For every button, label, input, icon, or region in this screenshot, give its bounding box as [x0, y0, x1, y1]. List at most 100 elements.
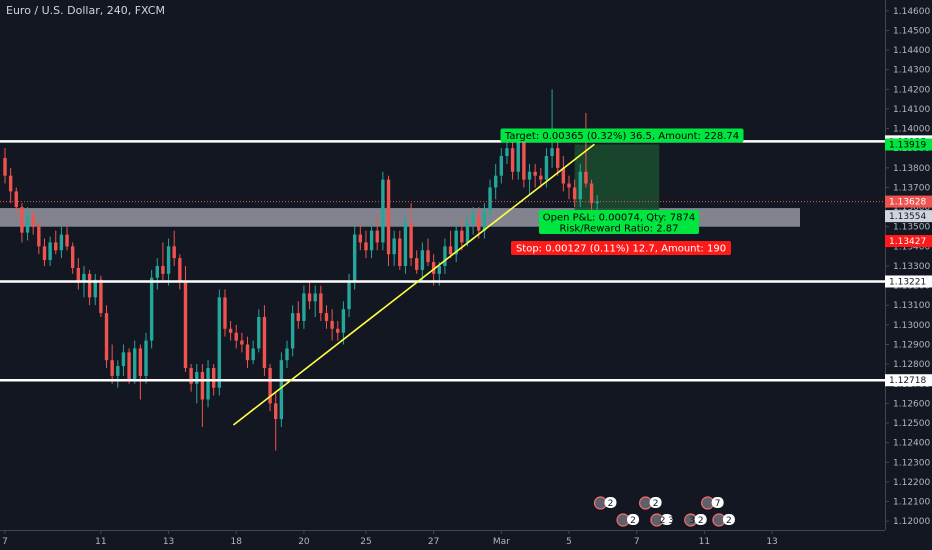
candle-body [240, 340, 244, 345]
level-tag-support-lower-text: 1.12718 [889, 376, 926, 386]
time-tick-label: 13 [163, 537, 174, 547]
stop-price-tag-text: 1.13427 [889, 237, 926, 247]
price-tick-label: 1.12800 [893, 360, 930, 370]
target-price-tag: 1.13919 [885, 138, 932, 151]
time-tick-label: 11 [95, 537, 106, 547]
candle-body [567, 183, 571, 188]
time-tick-label: 25 [360, 537, 371, 547]
candle-body [392, 238, 396, 255]
candles [3, 89, 599, 451]
candle-body [54, 242, 58, 251]
candle-body [274, 403, 278, 420]
candle-body [578, 171, 582, 200]
target-price-tag-bg [885, 138, 932, 151]
target-label: Target: 0.00365 (0.32%) 36.5, Amount: 22… [500, 128, 744, 143]
candle-body [550, 148, 554, 157]
candle-body [172, 246, 176, 259]
time-tick-label: 7 [2, 537, 8, 547]
candle-body [183, 281, 188, 369]
candle-body [42, 246, 47, 261]
event-count-bg [627, 514, 640, 525]
time-tick-label: 27 [428, 537, 439, 547]
position-profit-area [574, 144, 660, 217]
candle-body [178, 258, 182, 282]
time-tick-label: 18 [231, 537, 243, 547]
candle-body [347, 281, 351, 310]
price-axis[interactable]: 1.14600 1.14500 1.14400 1.14300 1.14200 1.141… [885, 0, 932, 550]
price-tick-label: 1.14000 [893, 125, 930, 135]
price-tick-label: 1.12000 [893, 517, 930, 527]
price-tick-label: 1.13100 [893, 301, 930, 311]
event-count-bg [649, 497, 662, 508]
candle-body [493, 175, 498, 188]
candle-body [319, 293, 323, 314]
pnl-label: Open P&L: 0.00074, Qty: 7874Risk/Reward … [539, 210, 699, 235]
price-axis-bg [885, 0, 932, 550]
candle-body [133, 348, 137, 380]
event-marker: 2 [593, 496, 617, 510]
candle-body [138, 348, 143, 376]
candle-body [482, 211, 487, 231]
candle-body [104, 313, 109, 361]
zone-price-tag: 1.13554 [885, 210, 932, 223]
candle-body [589, 183, 594, 204]
price-tick-label: 1.13800 [893, 164, 930, 174]
price-tick-label: 1.12500 [893, 419, 930, 429]
event-count: 3 2 2 [689, 516, 712, 526]
time-axis-bg [0, 530, 932, 550]
candle-body [99, 279, 103, 314]
candle-body [584, 171, 588, 184]
ratio-label-text: Risk/Reward Ratio: 2.87 [559, 224, 678, 235]
event-count-bg [694, 514, 707, 525]
stop-label: Stop: 0.00127 (0.11%) 12.7, Amount: 190 [511, 241, 731, 255]
price-tick-label: 1.12300 [893, 458, 930, 468]
current-price-tag-bg [885, 195, 932, 208]
candle-body [31, 214, 35, 227]
price-tick-label: 1.13500 [893, 223, 930, 233]
candle-body [245, 344, 250, 361]
price-tick-label: 1.13300 [893, 262, 930, 272]
time-tick-label: Mar [493, 537, 510, 547]
candle-body [262, 317, 267, 369]
candle-body [279, 360, 284, 420]
pnl-label-bg [539, 210, 699, 234]
zone-price-tag-text: 1.13554 [889, 212, 926, 222]
event-count-bg [604, 497, 617, 508]
candle-body [211, 368, 216, 388]
candle-body [358, 234, 363, 243]
candle-body [166, 246, 171, 274]
candle-body [510, 148, 515, 172]
candle-body [398, 238, 402, 266]
candle-body [121, 352, 126, 367]
candle-body [460, 230, 464, 243]
candle-body [155, 265, 159, 278]
price-tick-label: 1.14500 [893, 26, 930, 36]
candle-body [516, 140, 520, 172]
price-tick-label: 1.13600 [893, 203, 930, 213]
candle-body [70, 246, 75, 268]
level-tag-support-upper-text: 1.13221 [889, 277, 926, 287]
stop-label-text: Stop: 0.00127 (0.11%) 12.7, Amount: 190 [516, 244, 726, 255]
event-count-bg [711, 497, 724, 508]
candle-body [352, 234, 357, 282]
price-tick-label: 1.14200 [893, 85, 930, 95]
candle-body [285, 348, 289, 361]
price-tick-label: 1.13400 [893, 242, 930, 252]
candle-body [488, 187, 492, 212]
level-tag-support-upper: 1.13221 [885, 275, 932, 288]
time-tick-label: 5 [566, 537, 572, 547]
candle-body [477, 214, 481, 231]
candle-body [381, 179, 385, 243]
target-price-tag-text: 1.13919 [889, 140, 926, 150]
candle-body [161, 265, 165, 274]
candle-body [127, 352, 131, 380]
time-axis[interactable]: 7 11 13 18 20 25 27 Mar 5 7 11 13 [0, 530, 932, 550]
candle-body [65, 234, 69, 247]
price-tick-label: 1.12900 [893, 341, 930, 351]
candle-body [499, 156, 504, 176]
candle-body [313, 293, 317, 302]
event-count-bg [722, 514, 735, 525]
candle-body [20, 207, 24, 233]
trendline [232, 143, 595, 426]
